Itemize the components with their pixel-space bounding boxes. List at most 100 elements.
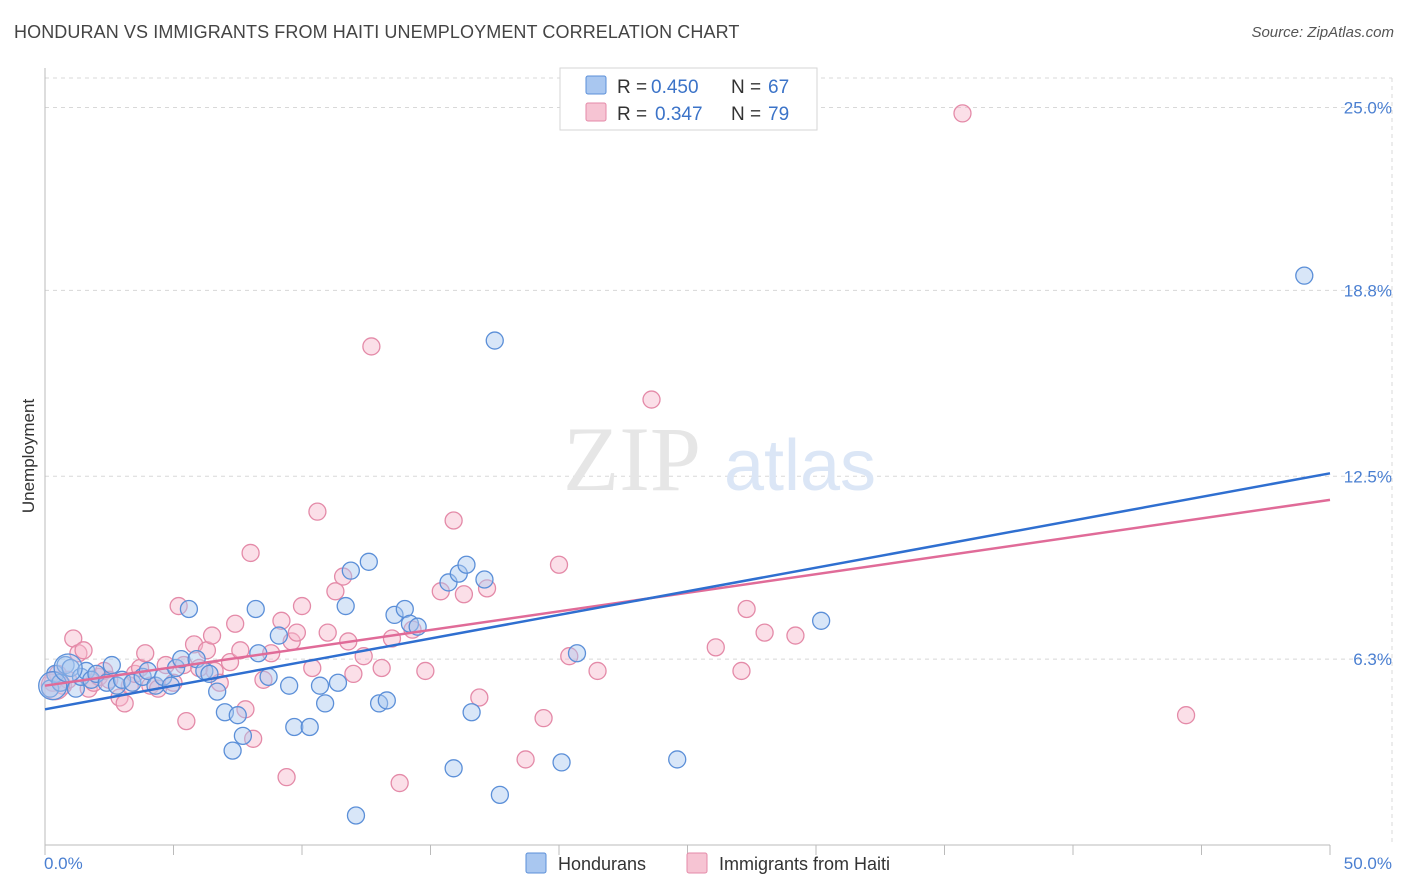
bottom-legend-swatch-haiti — [686, 852, 708, 874]
legend-r-value-haiti: 0.347 — [655, 104, 703, 125]
haiti-point — [390, 773, 409, 793]
legend-swatch-haiti — [585, 102, 607, 122]
honduran-point — [285, 717, 304, 737]
haiti-point — [244, 729, 263, 748]
legend-n-label-hondurans: N = — [731, 77, 761, 98]
haiti-point — [241, 543, 260, 563]
honduran-point — [246, 599, 265, 619]
honduran-point — [179, 599, 199, 619]
legend-n-value-hondurans: 67 — [768, 77, 789, 98]
y-tick-label: 25.0% — [1344, 99, 1392, 118]
chart-source: Source: ZipAtlas.com — [1251, 24, 1394, 41]
watermark-atlas: atlas — [724, 426, 876, 506]
haiti-point — [642, 390, 661, 409]
haiti-point — [254, 670, 273, 689]
honduran-point — [385, 605, 404, 625]
legend-n-label-haiti: N = — [731, 104, 761, 125]
haiti-point — [1176, 706, 1196, 725]
haiti-point — [69, 644, 88, 663]
haiti-point — [344, 664, 363, 684]
legend-r-value-hondurans: 0.450 — [651, 77, 699, 98]
y-tick-label: 12.5% — [1344, 467, 1392, 486]
honduran-trend-line — [44, 472, 1331, 711]
honduran-point — [490, 785, 510, 804]
haiti-point — [534, 709, 553, 728]
haiti-point — [706, 638, 725, 657]
honduran-point — [341, 561, 360, 580]
haiti-trend-line — [44, 498, 1331, 687]
y-tick-label: 18.8% — [1344, 281, 1392, 300]
haiti-point — [287, 623, 307, 642]
honduran-point — [223, 741, 242, 760]
honduran-point — [233, 726, 253, 745]
honduran-point — [485, 331, 504, 350]
y-axis-label: Unemployment — [19, 399, 38, 514]
haiti-point — [516, 750, 535, 769]
honduran-point — [310, 676, 330, 695]
legend-n-value-haiti: 79 — [768, 104, 789, 125]
haiti-point — [454, 585, 474, 604]
x-tick-label-max: 50.0% — [1344, 854, 1392, 873]
haiti-point — [786, 626, 805, 645]
bottom-legend-swatch-hondurans — [525, 852, 547, 874]
axes — [44, 68, 1331, 855]
y-tick-labels: 6.3% 12.5% 18.8% 25.0% — [1344, 99, 1392, 670]
honduran-point — [328, 673, 348, 692]
honduran-point — [475, 570, 494, 589]
haiti-point — [732, 661, 751, 681]
haiti-point — [549, 555, 569, 574]
haiti-point — [588, 661, 607, 681]
bottom-legend-label-haiti: Immigrants from Haiti — [719, 854, 890, 874]
honduran-point — [107, 676, 127, 695]
legend: R = 0.450 N = 67 R = 0.347 N = 79 — [559, 67, 818, 131]
honduran-point — [811, 611, 831, 630]
haiti-point — [74, 641, 93, 660]
trend-lines — [44, 472, 1331, 711]
honduran-point — [377, 691, 396, 710]
legend-swatch-hondurans — [585, 75, 607, 95]
x-tick-label-min: 0.0% — [44, 854, 83, 873]
haiti-point — [115, 694, 134, 713]
haiti-point — [169, 596, 188, 616]
haiti-point — [470, 688, 489, 707]
watermark-zip: ZIP — [563, 408, 701, 510]
haiti-point — [755, 623, 774, 642]
chart-title: HONDURAN VS IMMIGRANTS FROM HAITI UNEMPL… — [14, 22, 740, 42]
honduran-point — [208, 682, 227, 701]
honduran-point — [668, 750, 687, 769]
haiti-point — [277, 768, 296, 787]
haiti-point — [136, 644, 155, 663]
honduran-point — [567, 644, 587, 663]
haiti-point — [202, 626, 222, 645]
honduran-point — [269, 626, 289, 645]
honduran-point — [552, 753, 571, 772]
haiti-point — [318, 623, 337, 642]
honduran-point — [462, 703, 481, 722]
haiti-point — [326, 582, 345, 601]
honduran-point — [457, 555, 476, 574]
haiti-point — [737, 599, 756, 619]
honduran-point — [359, 552, 378, 571]
haiti-point — [292, 596, 312, 616]
haiti-point — [362, 337, 381, 356]
haiti-point — [226, 614, 245, 633]
haiti-point — [272, 611, 291, 630]
haiti-point — [308, 502, 327, 521]
honduran-point — [279, 676, 299, 695]
haiti-points — [40, 104, 1196, 793]
bottom-legend: Hondurans Immigrants from Haiti — [525, 852, 890, 874]
honduran-point — [172, 650, 191, 669]
honduran-point — [315, 694, 335, 713]
honduran-point — [346, 806, 366, 825]
legend-r-label-hondurans: R = — [617, 77, 647, 98]
haiti-point — [953, 104, 972, 123]
haiti-point — [372, 658, 391, 678]
haiti-point — [177, 711, 196, 731]
y-tick-label: 6.3% — [1353, 650, 1392, 669]
honduran-point — [228, 706, 247, 725]
honduran-points — [38, 266, 1314, 825]
honduran-point — [102, 655, 121, 675]
legend-r-label-haiti: R = — [617, 104, 647, 125]
honduran-point-large — [53, 653, 83, 683]
